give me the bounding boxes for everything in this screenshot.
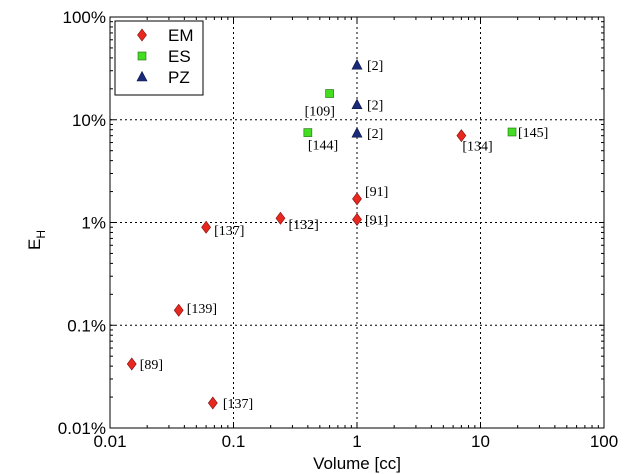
legend-marker xyxy=(136,70,148,82)
point-label: [132] xyxy=(288,218,318,233)
point-label: [2] xyxy=(367,59,383,74)
point-label: [145] xyxy=(518,126,548,141)
em-point xyxy=(275,211,286,225)
em-point xyxy=(352,212,362,226)
y-axis-label-main: E xyxy=(25,239,44,250)
pz-point xyxy=(351,98,363,110)
point-label: [91] xyxy=(365,185,388,200)
em-point xyxy=(352,192,362,206)
y-tick-label: 10% xyxy=(72,111,106,130)
series-pz: [2] [2] [2] xyxy=(351,58,383,142)
point-label: [144] xyxy=(308,139,338,154)
legend: EM ES PZ xyxy=(114,20,204,96)
series-es: [109] [144] [145] xyxy=(303,89,548,154)
point-label: [134] xyxy=(462,140,492,155)
legend-item-em: EM xyxy=(137,26,194,45)
legend-item-pz: PZ xyxy=(136,68,190,87)
legend-marker xyxy=(137,28,147,42)
x-tick-label: 0.01 xyxy=(93,432,126,451)
x-tick-label: 1 xyxy=(352,432,361,451)
point-label: [89] xyxy=(140,358,163,373)
legend-marker xyxy=(137,51,147,61)
x-tick-labels: 0.01 0.1 1 10 100 xyxy=(93,432,618,451)
es-point xyxy=(325,89,334,98)
y-tick-label: 0.01% xyxy=(58,419,106,438)
legend-item-es: ES xyxy=(137,47,191,66)
point-label: [137] xyxy=(214,224,244,239)
y-tick-labels: 0.01% 0.1% 1% 10% 100% xyxy=(58,8,106,438)
legend-label: ES xyxy=(168,47,191,66)
y-tick-label: 1% xyxy=(81,214,106,233)
pz-point xyxy=(351,127,363,138)
point-label: [137] xyxy=(223,397,253,412)
svg-text:EH: EH xyxy=(25,230,48,250)
em-point xyxy=(173,303,184,317)
es-point xyxy=(507,127,517,137)
x-tick-label: 100 xyxy=(590,432,618,451)
point-label: [139] xyxy=(187,302,217,317)
legend-items: EM ES PZ xyxy=(136,26,194,87)
point-label: [91] xyxy=(365,213,388,228)
point-label: [109] xyxy=(305,105,335,120)
x-tick-label: 10 xyxy=(471,432,490,451)
series-em: [89] [137] [139] [137] [132] [91] [91] [134] xyxy=(126,129,493,412)
em-point xyxy=(201,220,211,234)
x-axis-label: Volume [cc] xyxy=(313,454,401,473)
es-point xyxy=(303,128,313,137)
point-label: [2] xyxy=(367,127,383,142)
x-tick-label: 0.1 xyxy=(222,432,246,451)
legend-label: EM xyxy=(168,26,194,45)
point-label: [2] xyxy=(367,99,383,114)
pz-point xyxy=(351,58,363,70)
em-point xyxy=(126,357,137,371)
tick-marks xyxy=(109,16,605,429)
y-tick-label: 100% xyxy=(63,8,106,27)
y-axis-label-subscript: H xyxy=(34,230,48,239)
legend-box xyxy=(114,20,204,96)
data-points: [89][137][139][137] [132] [91][91][134][10… xyxy=(126,58,548,412)
y-tick-label: 0.1% xyxy=(67,316,106,335)
y-axis-label: EH xyxy=(25,230,48,250)
em-point xyxy=(456,129,467,143)
legend-label: PZ xyxy=(168,68,190,87)
em-point xyxy=(207,396,218,410)
